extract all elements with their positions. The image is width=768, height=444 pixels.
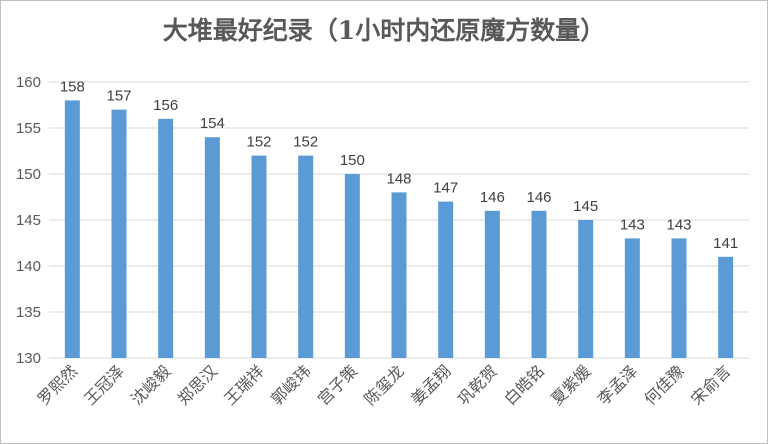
x-tick-label: 郑思汉 (174, 361, 221, 408)
x-tick-label: 王瑞祥 (220, 361, 267, 408)
data-label: 154 (200, 115, 225, 132)
x-tick-label: 宫子策 (314, 361, 361, 408)
bar (344, 174, 360, 358)
data-label: 156 (153, 97, 178, 114)
y-tick-label: 150 (16, 166, 41, 183)
bar (624, 238, 640, 358)
bar (484, 210, 500, 358)
data-label: 157 (106, 88, 131, 105)
bar (671, 238, 687, 358)
data-label: 146 (526, 189, 551, 206)
bar (158, 118, 174, 358)
data-label: 143 (620, 216, 645, 233)
y-tick-label: 130 (16, 350, 41, 367)
data-label: 141 (713, 235, 738, 252)
y-tick-label: 140 (16, 258, 41, 275)
x-tick-label: 巩乾贺 (454, 361, 501, 408)
bar (298, 155, 314, 358)
bar (438, 201, 454, 358)
bar (204, 137, 220, 358)
data-label: 145 (573, 198, 598, 215)
bar (578, 220, 594, 358)
x-tick-label: 罗熙然 (34, 361, 81, 408)
data-label: 152 (293, 134, 318, 151)
x-tick-label: 陈玺龙 (360, 361, 407, 408)
data-label: 158 (60, 78, 85, 95)
chart-title: 大堆最好纪录（1小时内还原魔方数量） (162, 16, 606, 45)
x-tick-label: 王冠泽 (80, 361, 127, 408)
bar (64, 100, 80, 359)
x-tick-label: 李孟泽 (594, 361, 641, 408)
x-tick-label: 何佳豫 (640, 361, 687, 408)
y-axis-ticks: 130 135 140 145 150 155 160 (16, 74, 41, 367)
x-tick-label: 沈峻毅 (127, 361, 174, 408)
bar (111, 109, 127, 358)
data-label: 150 (340, 152, 365, 169)
x-tick-label: 白皓铭 (500, 361, 547, 408)
bars (64, 100, 734, 359)
data-labels: 158 157 156 154 152 152 150 148 147 146 146 145 143 1… (60, 78, 738, 251)
bar (251, 155, 267, 358)
y-tick-label: 155 (16, 120, 41, 137)
x-tick-label: 郭峻玮 (267, 361, 314, 408)
data-label: 143 (666, 216, 691, 233)
data-label: 147 (433, 180, 458, 197)
data-label: 148 (386, 170, 411, 187)
data-label: 152 (246, 134, 271, 151)
x-tick-label: 夏紫媛 (547, 361, 594, 408)
y-tick-label: 135 (16, 304, 41, 321)
x-tick-label: 宋俞言 (687, 361, 734, 408)
bar (391, 192, 407, 358)
bar (718, 256, 734, 358)
x-tick-label: 姜孟翔 (407, 361, 454, 408)
y-tick-label: 160 (16, 74, 41, 91)
bar (531, 210, 547, 358)
y-tick-label: 145 (16, 212, 41, 229)
data-label: 146 (480, 189, 505, 206)
x-axis-ticks: 罗熙然 王冠泽 沈峻毅 郑思汉 王瑞祥 郭峻玮 宫子策 陈玺龙 姜孟翔 巩乾贺 白皓铭 夏紫媛 李孟泽何… (34, 361, 735, 408)
